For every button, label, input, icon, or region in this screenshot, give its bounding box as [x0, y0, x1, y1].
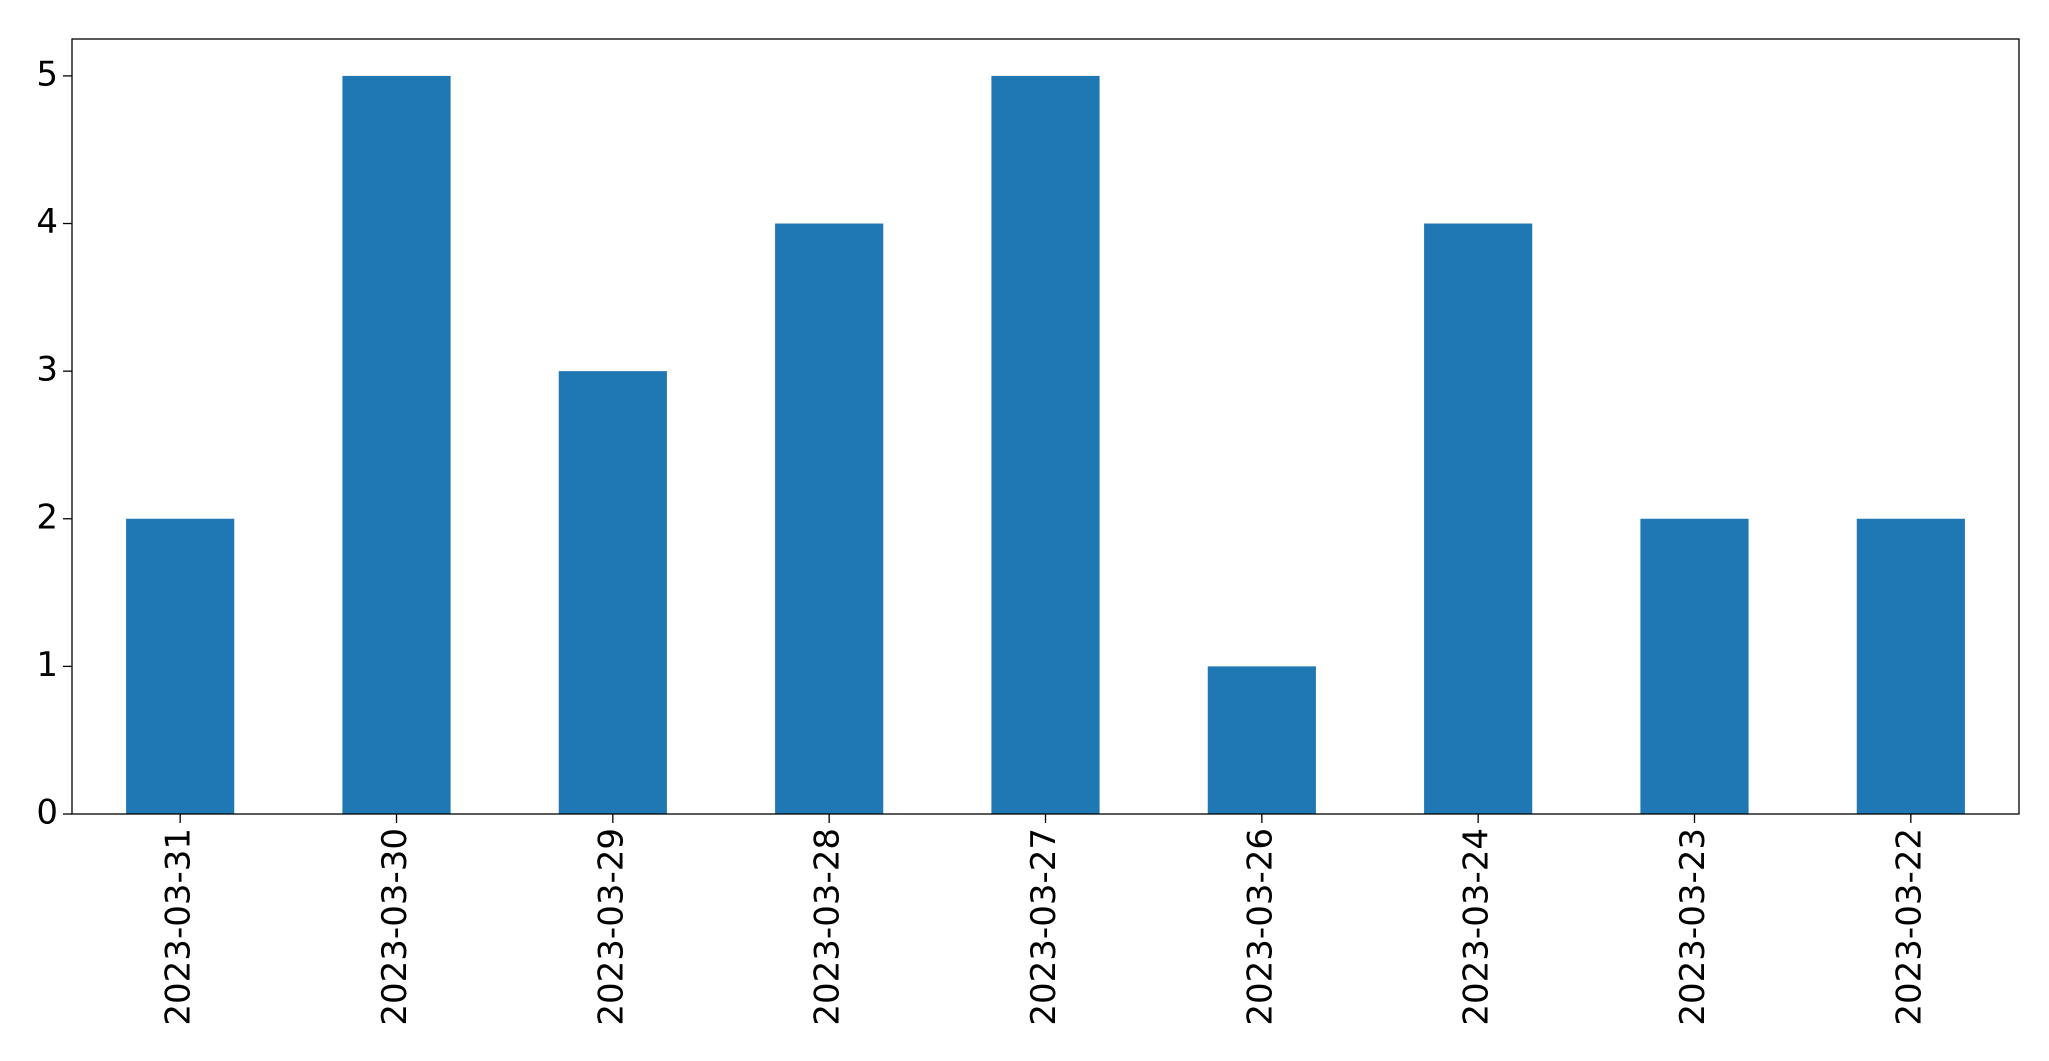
y-tick-label: 2	[36, 497, 58, 537]
x-tick-label: 2023-03-30	[375, 828, 415, 1026]
bar	[1856, 518, 1965, 814]
bar	[991, 75, 1100, 814]
y-tick-label: 1	[36, 645, 58, 685]
x-tick-label: 2023-03-28	[808, 828, 848, 1026]
bar	[342, 75, 451, 814]
bar	[1207, 666, 1316, 814]
y-tick-label: 0	[36, 793, 58, 833]
y-tick-label: 3	[36, 350, 58, 390]
bar	[1640, 518, 1749, 814]
x-tick-label: 2023-03-29	[591, 828, 631, 1026]
x-tick-label: 2023-03-24	[1457, 828, 1497, 1026]
bar	[558, 371, 667, 814]
x-tick-label: 2023-03-31	[159, 828, 199, 1026]
x-tick-label: 2023-03-26	[1240, 828, 1280, 1026]
x-tick-label: 2023-03-23	[1673, 828, 1713, 1026]
y-tick-label: 4	[36, 202, 58, 242]
bar	[1424, 223, 1533, 814]
x-tick-label: 2023-03-22	[1889, 828, 1929, 1026]
y-tick-label: 5	[36, 54, 58, 94]
bar	[775, 223, 884, 814]
x-tick-label: 2023-03-27	[1024, 828, 1064, 1026]
bar	[126, 518, 235, 814]
plot-frame	[71, 38, 2020, 815]
